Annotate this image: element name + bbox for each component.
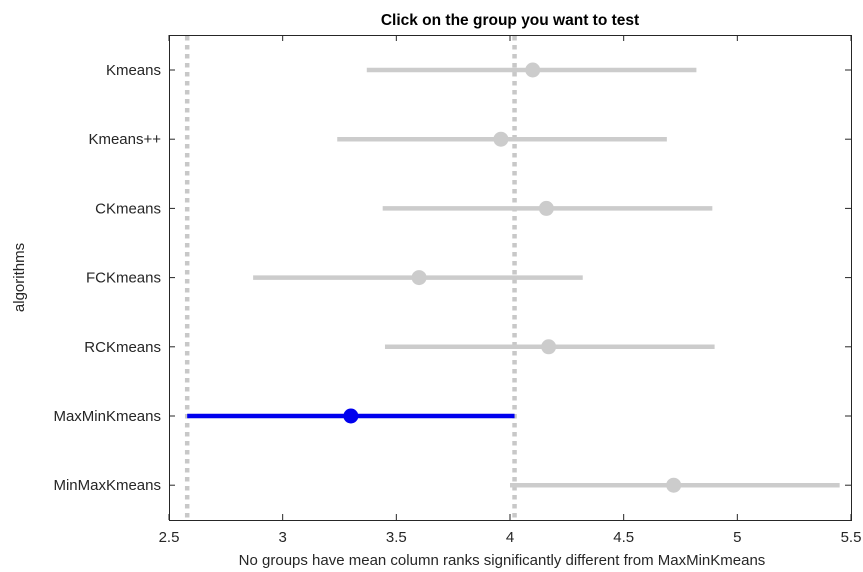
chart-title: Click on the group you want to test — [381, 12, 639, 29]
x-tick-label: 3.5 — [386, 529, 407, 546]
x-axis-ticks: 2.5 3 3.5 4 4.5 5 5.5 — [159, 35, 862, 546]
y-tick-label[interactable]: MaxMinKmeans — [53, 408, 161, 425]
y-tick-label[interactable]: Kmeans — [106, 62, 161, 79]
y-axis-label: algorithms — [11, 243, 28, 312]
y-axis-ticks: Kmeans Kmeans++ CKmeans FCKmeans RCKmeans Max… — [53, 62, 851, 494]
x-tick-label: 5 — [733, 529, 741, 546]
y-tick-label[interactable]: Kmeans++ — [88, 131, 161, 148]
x-tick-label: 3 — [278, 529, 286, 546]
group-intervals — [187, 62, 840, 493]
mean-marker-maxminkmeans[interactable] — [343, 408, 359, 424]
group-maxminkmeans[interactable] — [187, 408, 515, 424]
group-fckmeans[interactable] — [253, 270, 583, 286]
x-tick-label: 4 — [506, 529, 514, 546]
y-tick-label[interactable]: RCKmeans — [84, 339, 161, 356]
y-tick-label[interactable]: MinMaxKmeans — [53, 477, 161, 494]
group-minmaxkmeans[interactable] — [510, 477, 840, 493]
x-tick-label: 4.5 — [613, 529, 634, 546]
mean-marker-kmeans[interactable] — [525, 62, 541, 78]
y-tick-label[interactable]: FCKmeans — [86, 270, 161, 287]
x-axis-label: No groups have mean column ranks signifi… — [239, 552, 766, 569]
mean-marker-rckmeans[interactable] — [541, 339, 557, 355]
mean-marker-minmaxkmeans[interactable] — [666, 477, 682, 493]
group-kmeans[interactable] — [366, 62, 697, 78]
group-rckmeans[interactable] — [384, 339, 715, 355]
mean-marker-fckmeans[interactable] — [411, 270, 427, 286]
x-tick-label: 5.5 — [841, 529, 862, 546]
group-ckmeans[interactable] — [382, 200, 713, 216]
group-kmeansplusplus[interactable] — [337, 131, 667, 147]
mean-marker-ckmeans[interactable] — [538, 200, 554, 216]
y-tick-label[interactable]: CKmeans — [95, 200, 161, 217]
mean-marker-kmeansplusplus[interactable] — [493, 131, 509, 147]
x-tick-label: 2.5 — [159, 529, 180, 546]
